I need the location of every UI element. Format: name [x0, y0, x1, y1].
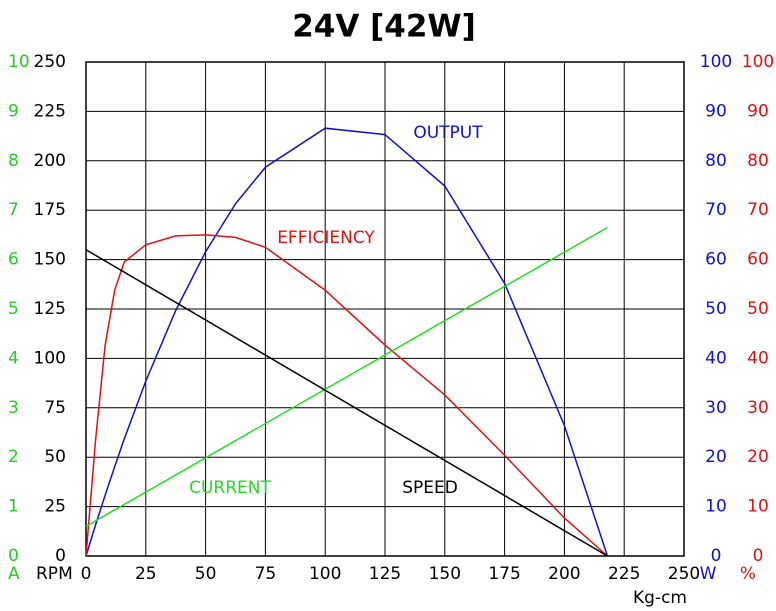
y-tick-label: 0: [753, 546, 764, 566]
y-tick-label: 60: [747, 250, 769, 270]
y-tick-label: 0: [55, 546, 66, 566]
y-tick-label: 80: [747, 151, 769, 171]
y-tick-label: 25: [44, 497, 66, 517]
y-tick-label: 40: [747, 348, 769, 368]
x-tick-label: 100: [309, 564, 341, 584]
y-tick-label: 6: [8, 250, 19, 270]
y-tick-label: 125: [34, 299, 66, 319]
y-tick-label: 70: [747, 200, 769, 220]
plot-frame: [85, 61, 685, 557]
y-tick-label: 20: [747, 447, 769, 467]
y-tick-label: 3: [8, 398, 19, 418]
y-tick-label: 10: [705, 497, 727, 517]
y-tick-label: 7: [8, 200, 19, 220]
y-tick-label: 40: [705, 348, 727, 368]
x-tick-label: 150: [429, 564, 461, 584]
series-label: CURRENT: [189, 478, 271, 498]
x-tick-label: 0: [81, 564, 92, 584]
y-tick-label: 0: [711, 546, 722, 566]
y-tick-label: 10: [747, 497, 769, 517]
axis-label: A: [8, 564, 20, 584]
y-tick-label: 200: [34, 151, 66, 171]
y-tick-label: 75: [44, 398, 66, 418]
chart-title: 24V [42W]: [292, 9, 476, 45]
y-tick-label: 225: [34, 101, 66, 121]
y-tick-label: 4: [8, 348, 19, 368]
y-tick-label: 20: [705, 447, 727, 467]
series-line: [85, 127, 609, 557]
y-tick-label: 250: [34, 52, 66, 72]
series-line: [85, 234, 608, 557]
x-tick-label: 75: [255, 564, 277, 584]
y-tick-label: 9: [8, 101, 19, 121]
x-tick-label: 250: [668, 564, 700, 584]
y-tick-label: 2: [8, 447, 19, 467]
x-tick-label: 200: [548, 564, 580, 584]
y-tick-label: 150: [34, 250, 66, 270]
x-axis-label: Kg-cm: [633, 588, 687, 608]
y-tick-label: 50: [44, 447, 66, 467]
y-tick-label: 8: [8, 151, 19, 171]
x-tick-label: 125: [369, 564, 401, 584]
series-line: [85, 226, 608, 528]
axis-label: %: [740, 564, 756, 584]
y-tick-label: 90: [705, 101, 727, 121]
y-tick-label: 0: [8, 546, 19, 566]
x-tick-label: 50: [195, 564, 217, 584]
series-label: OUTPUT: [413, 123, 483, 143]
axis-label: RPM: [36, 564, 73, 584]
x-tick-label: 25: [135, 564, 157, 584]
y-tick-label: 60: [705, 250, 727, 270]
y-tick-label: 70: [705, 200, 727, 220]
y-tick-label: 50: [747, 299, 769, 319]
y-tick-label: 100: [742, 52, 774, 72]
series-line: [85, 249, 608, 557]
series-label: EFFICIENCY: [277, 228, 375, 248]
y-tick-label: 100: [34, 348, 66, 368]
series-label: SPEED: [402, 478, 458, 498]
y-tick-label: 90: [747, 101, 769, 121]
x-tick-label: 225: [608, 564, 640, 584]
y-tick-label: 1: [8, 497, 19, 517]
y-tick-label: 5: [8, 299, 19, 319]
axis-label: W: [700, 564, 717, 584]
y-tick-label: 10: [8, 52, 30, 72]
y-tick-label: 50: [705, 299, 727, 319]
y-tick-label: 30: [705, 398, 727, 418]
x-tick-label: 175: [488, 564, 520, 584]
y-tick-label: 30: [747, 398, 769, 418]
y-tick-label: 175: [34, 200, 66, 220]
y-tick-label: 100: [700, 52, 732, 72]
y-tick-label: 80: [705, 151, 727, 171]
